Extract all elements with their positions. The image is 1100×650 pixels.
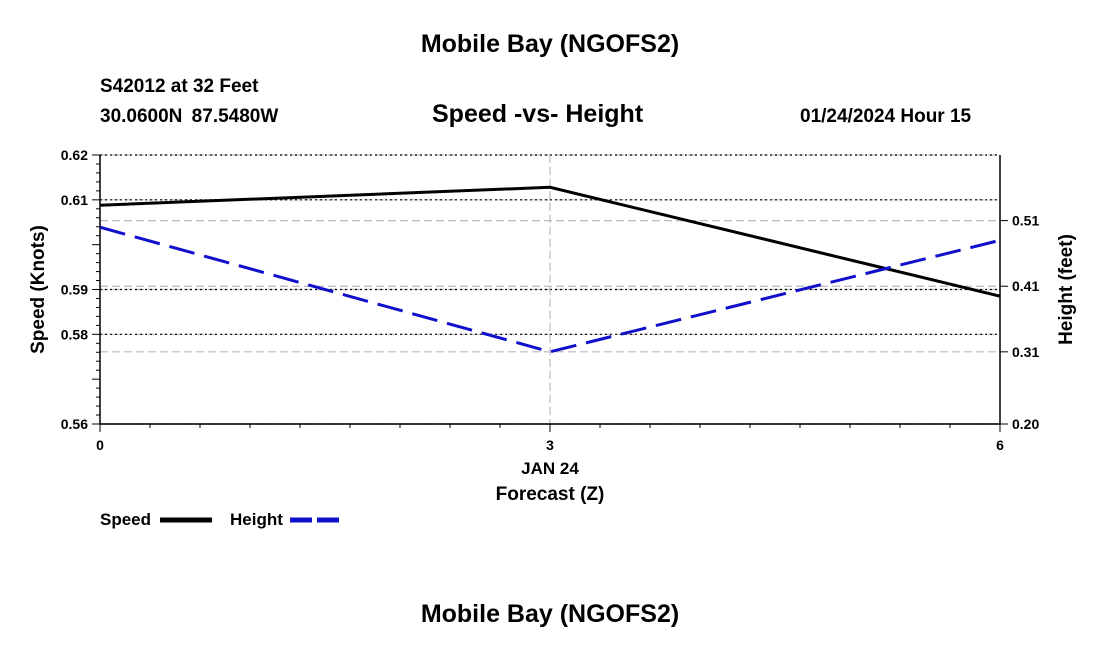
- right-tick-label-3: 0.51: [1012, 213, 1039, 229]
- left-tick-label-0: 0.56: [61, 416, 88, 432]
- right-tick-label-0: 0.20: [1012, 416, 1039, 432]
- legend-speed-swatch: [160, 517, 212, 523]
- x-tick-label-2: 6: [996, 437, 1004, 453]
- legend-height-swatch: [290, 517, 342, 523]
- x-tick-label-0: 0: [96, 437, 104, 453]
- footer-title: Mobile Bay (NGOFS2): [420, 600, 680, 628]
- legend-height-label: Height: [230, 510, 283, 529]
- x-axis-label: Forecast (Z): [496, 484, 605, 505]
- chart-title: Mobile Bay (NGOFS2): [420, 30, 680, 58]
- station-label: S42012 at 32 Feet: [100, 76, 259, 97]
- left-tick-label-1: 0.58: [61, 326, 88, 342]
- y-axis-label-right: Height (feet): [1056, 234, 1077, 345]
- forecast-date: 01/24/2024 Hour 15: [800, 106, 972, 127]
- right-tick-label-2: 0.41: [1012, 278, 1039, 294]
- x-date-label: JAN 24: [521, 459, 579, 478]
- series-line-speed: [99, 185, 1001, 298]
- left-tick-label-3: 0.61: [61, 192, 88, 208]
- series-line-height: [99, 225, 1001, 354]
- station-coordinates: 30.0600N 87.5480W: [100, 106, 279, 127]
- x-tick-label-1: 3: [546, 437, 554, 453]
- y-axis-label-left: Speed (Knots): [28, 225, 49, 354]
- right-tick-label-1: 0.31: [1012, 344, 1039, 360]
- left-tick-label-2: 0.59: [61, 282, 88, 298]
- chart-subtitle: Speed -vs- Height: [432, 100, 644, 128]
- legend-speed-label: Speed: [100, 510, 152, 529]
- left-tick-label-4: 0.62: [61, 147, 88, 163]
